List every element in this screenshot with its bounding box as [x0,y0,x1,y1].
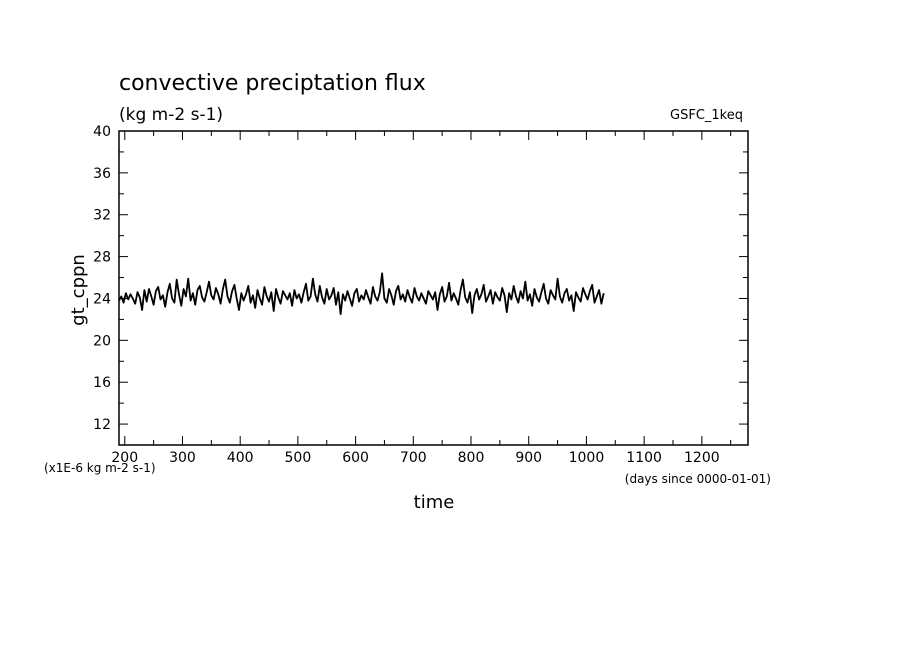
x-tick-label: 600 [342,450,369,466]
x-tick-label: 300 [169,450,196,466]
x-tick-label: 900 [515,450,542,466]
chart-title: convective preciptation flux [119,71,426,96]
y-tick-label: 28 [93,250,111,266]
series-line-0 [118,272,605,316]
x-tick-label: 500 [285,450,312,466]
x-tick-label: 1000 [569,450,605,466]
x-tick-label: 1100 [626,450,662,466]
y-tick-label: 24 [93,291,111,307]
y-tick-label: 12 [93,417,111,433]
y-tick-label: 32 [93,208,111,224]
y-tick-label: 20 [93,333,111,349]
plot-area: 200 300 400 500 600 700 800 900 1000 1100 1200 12 16… [93,124,749,466]
y-tick-label: 40 [93,124,111,140]
x-tick-label: 1200 [684,450,720,466]
x-tick-label: 200 [111,450,138,466]
y-axis-label: gt_cppn [68,254,89,326]
y-tick-label: 36 [93,166,111,182]
x-tick-label: 800 [458,450,485,466]
plot-frame [118,130,749,446]
x-tick-label: 700 [400,450,427,466]
y-scale-note: (x1E-6 kg m-2 s-1) [44,461,156,475]
run-label: GSFC_1keq [670,108,743,123]
chart-subtitle: (kg m-2 s-1) [119,105,223,125]
x-unit-note: (days since 0000-01-01) [625,472,771,486]
x-axis-label: time [414,492,455,513]
x-tick-label: 400 [227,450,254,466]
y-tick-label: 16 [93,375,111,391]
